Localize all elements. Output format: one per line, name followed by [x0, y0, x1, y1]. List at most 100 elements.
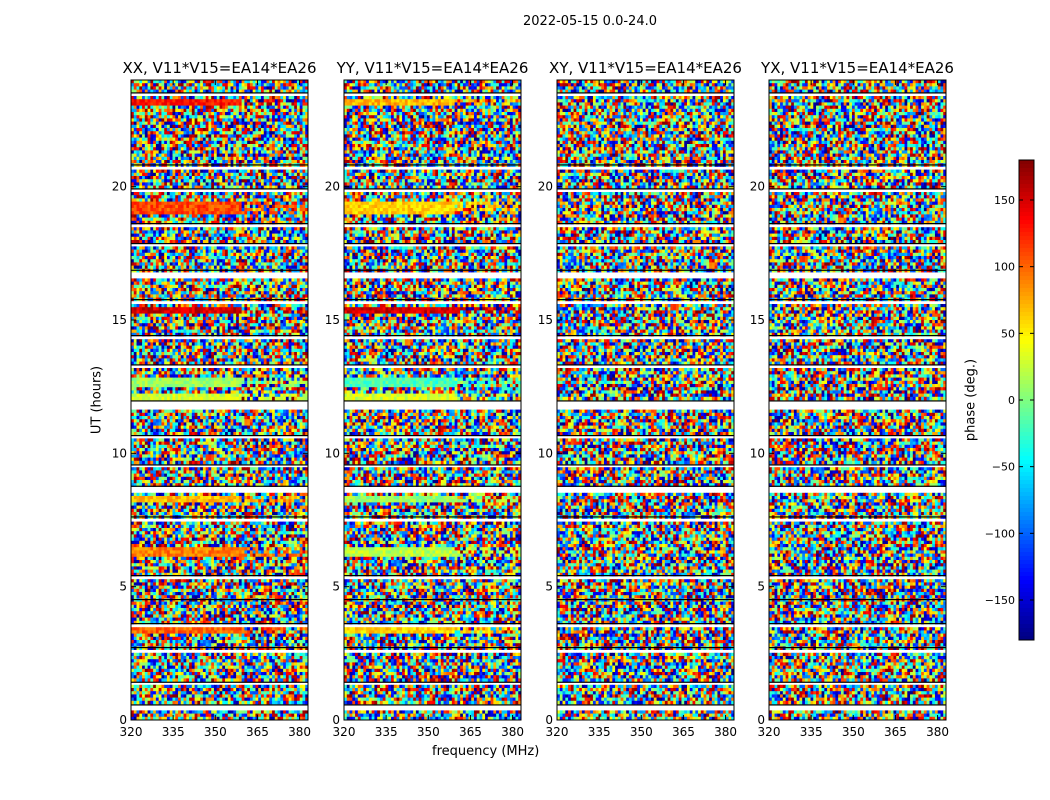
heatmap-cell: [161, 83, 165, 87]
heatmap-cell: [222, 144, 226, 148]
heatmap-cell: [258, 294, 262, 298]
heatmap-cell: [144, 121, 148, 126]
heatmap-cell: [255, 281, 259, 286]
heatmap-cell: [200, 348, 204, 353]
heatmap-cell: [269, 211, 273, 215]
heatmap-cell: [252, 99, 256, 103]
heatmap-cell: [147, 179, 151, 183]
heatmap-cell: [249, 153, 254, 158]
heatmap-cell: [241, 214, 245, 218]
heatmap-cell: [244, 195, 248, 199]
heatmap-cell: [236, 201, 240, 206]
heatmap-cell: [164, 352, 168, 356]
heatmap-cell: [236, 342, 240, 346]
heatmap-cell: [269, 121, 273, 126]
heatmap-cell: [294, 252, 298, 257]
heatmap-cell: [305, 80, 308, 84]
heatmap-cell: [263, 147, 267, 151]
heatmap-cell: [266, 262, 270, 266]
heatmap-cell: [194, 201, 198, 206]
heatmap-cell: [197, 140, 201, 145]
heatmap-cell: [238, 172, 243, 177]
heatmap-cell: [191, 320, 196, 324]
heatmap-cell: [205, 214, 209, 218]
heatmap-cell: [153, 262, 157, 266]
heatmap-cell: [133, 339, 137, 343]
heatmap-cell: [147, 342, 151, 346]
heatmap-cell: [230, 220, 234, 225]
heatmap-cell: [142, 220, 146, 225]
heatmap-cell: [222, 355, 226, 359]
heatmap-cell: [169, 137, 173, 142]
heatmap-cell: [269, 249, 273, 254]
heatmap-cell: [178, 160, 182, 164]
heatmap-cell: [211, 256, 215, 260]
heatmap-cell: [247, 227, 251, 231]
heatmap-cell: [169, 112, 173, 116]
heatmap-cell: [175, 252, 179, 257]
heatmap-cell: [142, 179, 146, 183]
heatmap-cell: [230, 204, 234, 209]
heatmap-cell: [216, 355, 220, 359]
heatmap-cell: [200, 304, 204, 308]
heatmap-cell: [208, 323, 212, 327]
heatmap-cell: [296, 86, 301, 90]
heatmap-cell: [283, 96, 287, 100]
heatmap-cell: [258, 105, 262, 110]
heatmap-cell: [219, 227, 223, 231]
heatmap-cell: [144, 134, 148, 138]
heatmap-cell: [277, 153, 281, 158]
heatmap-cell: [274, 182, 278, 186]
heatmap-cell: [183, 115, 187, 119]
heatmap-cell: [133, 278, 137, 282]
heatmap-cell: [260, 121, 265, 126]
heatmap-cell: [285, 128, 290, 132]
heatmap-cell: [205, 355, 209, 359]
heatmap-cell: [296, 99, 301, 103]
heatmap-cell: [169, 352, 173, 356]
heatmap-cell: [227, 105, 231, 110]
heatmap-cell: [233, 252, 237, 257]
heatmap-cell: [277, 355, 281, 359]
heatmap-cell: [169, 345, 173, 350]
heatmap-cell: [147, 310, 151, 314]
heatmap-cell: [222, 246, 226, 250]
heatmap-cell: [208, 307, 212, 311]
heatmap-cell: [285, 192, 290, 196]
heatmap-cell: [164, 115, 168, 119]
heatmap-cell: [285, 89, 290, 94]
heatmap-cell: [249, 230, 254, 234]
heatmap-cell: [189, 176, 193, 180]
heatmap-cell: [166, 102, 171, 106]
heatmap-cell: [191, 89, 196, 94]
heatmap-cell: [183, 83, 187, 87]
heatmap-cell: [285, 259, 290, 263]
heatmap-cell: [150, 259, 154, 263]
heatmap-cell: [150, 208, 154, 212]
heatmap-cell: [144, 329, 148, 334]
heatmap-cell: [272, 115, 276, 119]
heatmap-cell: [189, 310, 193, 314]
heatmap-cell: [294, 140, 298, 145]
heatmap-cell: [164, 108, 168, 113]
heatmap-cell: [236, 198, 240, 202]
heatmap-cell: [236, 134, 240, 138]
heatmap-cell: [236, 153, 240, 158]
heatmap-cell: [227, 329, 231, 334]
heatmap-cell: [283, 323, 287, 327]
heatmap-cell: [227, 99, 231, 103]
heatmap-cell: [258, 211, 262, 215]
heatmap-cell: [283, 160, 287, 164]
heatmap-cell: [247, 195, 251, 199]
heatmap-cell: [266, 256, 270, 260]
heatmap-cell: [238, 284, 243, 289]
heatmap-cell: [139, 252, 143, 257]
heatmap-cell: [189, 83, 193, 87]
heatmap-cell: [230, 131, 234, 135]
heatmap-cell: [277, 262, 281, 266]
heatmap-cell: [222, 179, 226, 183]
heatmap-cell: [219, 316, 223, 321]
heatmap-cell: [161, 195, 165, 199]
heatmap-cell: [142, 342, 146, 346]
heatmap-cell: [227, 281, 231, 286]
